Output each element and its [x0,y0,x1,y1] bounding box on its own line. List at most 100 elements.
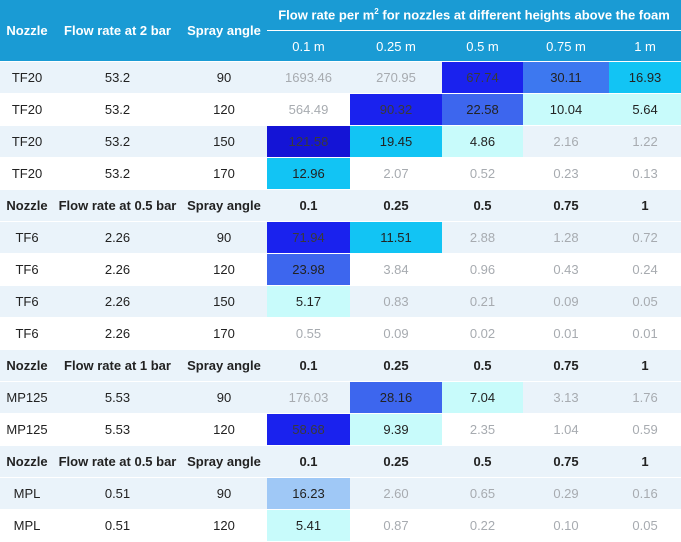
group-label-height: 0.5 [442,349,523,382]
cell-spray-angle: 90 [181,381,267,414]
cell-flow-per-m2: 0.83 [350,285,442,318]
cell-flow-per-m2: 1.76 [609,381,681,414]
cell-nozzle: TF6 [0,285,54,318]
cell-flow-rate: 2.26 [54,253,181,286]
group-label-flow-rate: Flow rate at 1 bar [54,349,181,382]
group-label-height: 0.5 [442,445,523,478]
cell-spray-angle: 120 [181,509,267,542]
cell-spray-angle: 120 [181,93,267,126]
cell-flow-per-m2: 3.84 [350,253,442,286]
cell-flow-per-m2: 0.10 [523,509,609,542]
cell-flow-per-m2: 16.23 [267,477,350,510]
cell-flow-per-m2: 28.16 [350,381,442,414]
cell-nozzle: TF20 [0,125,54,158]
cell-flow-per-m2: 0.72 [609,221,681,254]
group-label-spray-angle: Spray angle [181,445,267,478]
cell-flow-per-m2: 9.39 [350,413,442,446]
cell-flow-rate: 2.26 [54,285,181,318]
cell-nozzle: TF20 [0,157,54,190]
cell-flow-per-m2: 22.58 [442,93,523,126]
table-row: TF20 53.2 120 564.49 90.32 22.58 10.04 5.64 [0,93,681,126]
cell-flow-per-m2: 5.64 [609,93,681,126]
cell-flow-per-m2: 0.87 [350,509,442,542]
cell-flow-per-m2: 0.22 [442,509,523,542]
cell-flow-per-m2: 3.13 [523,381,609,414]
group-label-height: 0.25 [350,189,442,222]
table-row: TF20 53.2 90 1693.46 270.95 67.74 30.11 16.93 [0,61,681,94]
cell-flow-per-m2: 1.28 [523,221,609,254]
cell-flow-rate: 53.2 [54,157,181,190]
cell-flow-per-m2: 0.01 [523,317,609,350]
cell-flow-rate: 53.2 [54,93,181,126]
cell-flow-per-m2: 12.96 [267,157,350,190]
cell-flow-per-m2: 1.04 [523,413,609,446]
cell-flow-rate: 5.53 [54,381,181,414]
group-label-spray-angle: Spray angle [181,189,267,222]
group-label-spray-angle: Spray angle [181,349,267,382]
col-header-height: 0.75 m [523,30,609,62]
group-label-nozzle: Nozzle [0,445,54,478]
table-row: MP125 5.53 120 58.68 9.39 2.35 1.04 0.59 [0,413,681,446]
cell-flow-rate: 2.26 [54,221,181,254]
group-label-height: 0.75 [523,189,609,222]
cell-flow-rate: 5.53 [54,413,181,446]
table-row: MPL 0.51 90 16.23 2.60 0.65 0.29 0.16 [0,477,681,510]
cell-flow-per-m2: 10.04 [523,93,609,126]
cell-flow-per-m2: 0.59 [609,413,681,446]
cell-flow-per-m2: 0.13 [609,157,681,190]
group-header-row: Nozzle Flow rate at 1 bar Spray angle 0.1 0.… [0,349,681,382]
cell-spray-angle: 170 [181,317,267,350]
cell-flow-per-m2: 58.68 [267,413,350,446]
group-label-height: 1 [609,349,681,382]
group-label-flow-rate: Flow rate at 0.5 bar [54,445,181,478]
cell-flow-per-m2: 2.88 [442,221,523,254]
cell-spray-angle: 170 [181,157,267,190]
group-label-height: 0.75 [523,349,609,382]
cell-spray-angle: 150 [181,125,267,158]
cell-flow-per-m2: 0.05 [609,285,681,318]
cell-flow-per-m2: 23.98 [267,253,350,286]
table-row: MPL 0.51 120 5.41 0.87 0.22 0.10 0.05 [0,509,681,542]
cell-spray-angle: 90 [181,477,267,510]
cell-nozzle: MPL [0,477,54,510]
height-group-title-pre: Flow rate per m [278,7,375,23]
cell-nozzle: TF6 [0,317,54,350]
col-header-height: 1 m [609,30,681,62]
cell-flow-per-m2: 1.22 [609,125,681,158]
cell-flow-per-m2: 2.16 [523,125,609,158]
group-label-height: 0.1 [267,189,350,222]
group-header-row: Nozzle Flow rate at 0.5 bar Spray angle 0.1… [0,189,681,222]
cell-nozzle: TF20 [0,61,54,94]
col-header-height: 0.5 m [442,30,523,62]
height-group-title-sup: 2 [374,7,379,17]
table-row: TF20 53.2 150 121.58 19.45 4.86 2.16 1.22 [0,125,681,158]
cell-flow-per-m2: 2.60 [350,477,442,510]
table-row: TF6 2.26 90 71.94 11.51 2.88 1.28 0.72 [0,221,681,254]
table-row: TF6 2.26 120 23.98 3.84 0.96 0.43 0.24 [0,253,681,286]
cell-flow-per-m2: 0.21 [442,285,523,318]
cell-flow-per-m2: 2.35 [442,413,523,446]
cell-flow-per-m2: 4.86 [442,125,523,158]
cell-flow-per-m2: 0.24 [609,253,681,286]
cell-flow-per-m2: 121.58 [267,125,350,158]
cell-flow-rate: 0.51 [54,509,181,542]
table-header: Nozzle Flow rate at 2 bar Spray angle Fl… [0,0,681,62]
cell-flow-per-m2: 0.01 [609,317,681,350]
cell-flow-rate: 0.51 [54,477,181,510]
cell-nozzle: TF20 [0,93,54,126]
cell-spray-angle: 120 [181,253,267,286]
cell-nozzle: MP125 [0,381,54,414]
cell-nozzle: MP125 [0,413,54,446]
cell-flow-per-m2: 270.95 [350,61,442,94]
col-header-height-group: Flow rate per m2 for nozzles at differen… [267,0,681,31]
cell-flow-per-m2: 5.17 [267,285,350,318]
cell-nozzle: TF6 [0,221,54,254]
cell-flow-rate: 2.26 [54,317,181,350]
cell-flow-per-m2: 2.07 [350,157,442,190]
cell-flow-per-m2: 67.74 [442,61,523,94]
group-label-height: 0.1 [267,349,350,382]
table-row: TF20 53.2 170 12.96 2.07 0.52 0.23 0.13 [0,157,681,190]
height-group-title-post: for nozzles at different heights above t… [378,7,670,23]
group-label-height: 0.75 [523,445,609,478]
